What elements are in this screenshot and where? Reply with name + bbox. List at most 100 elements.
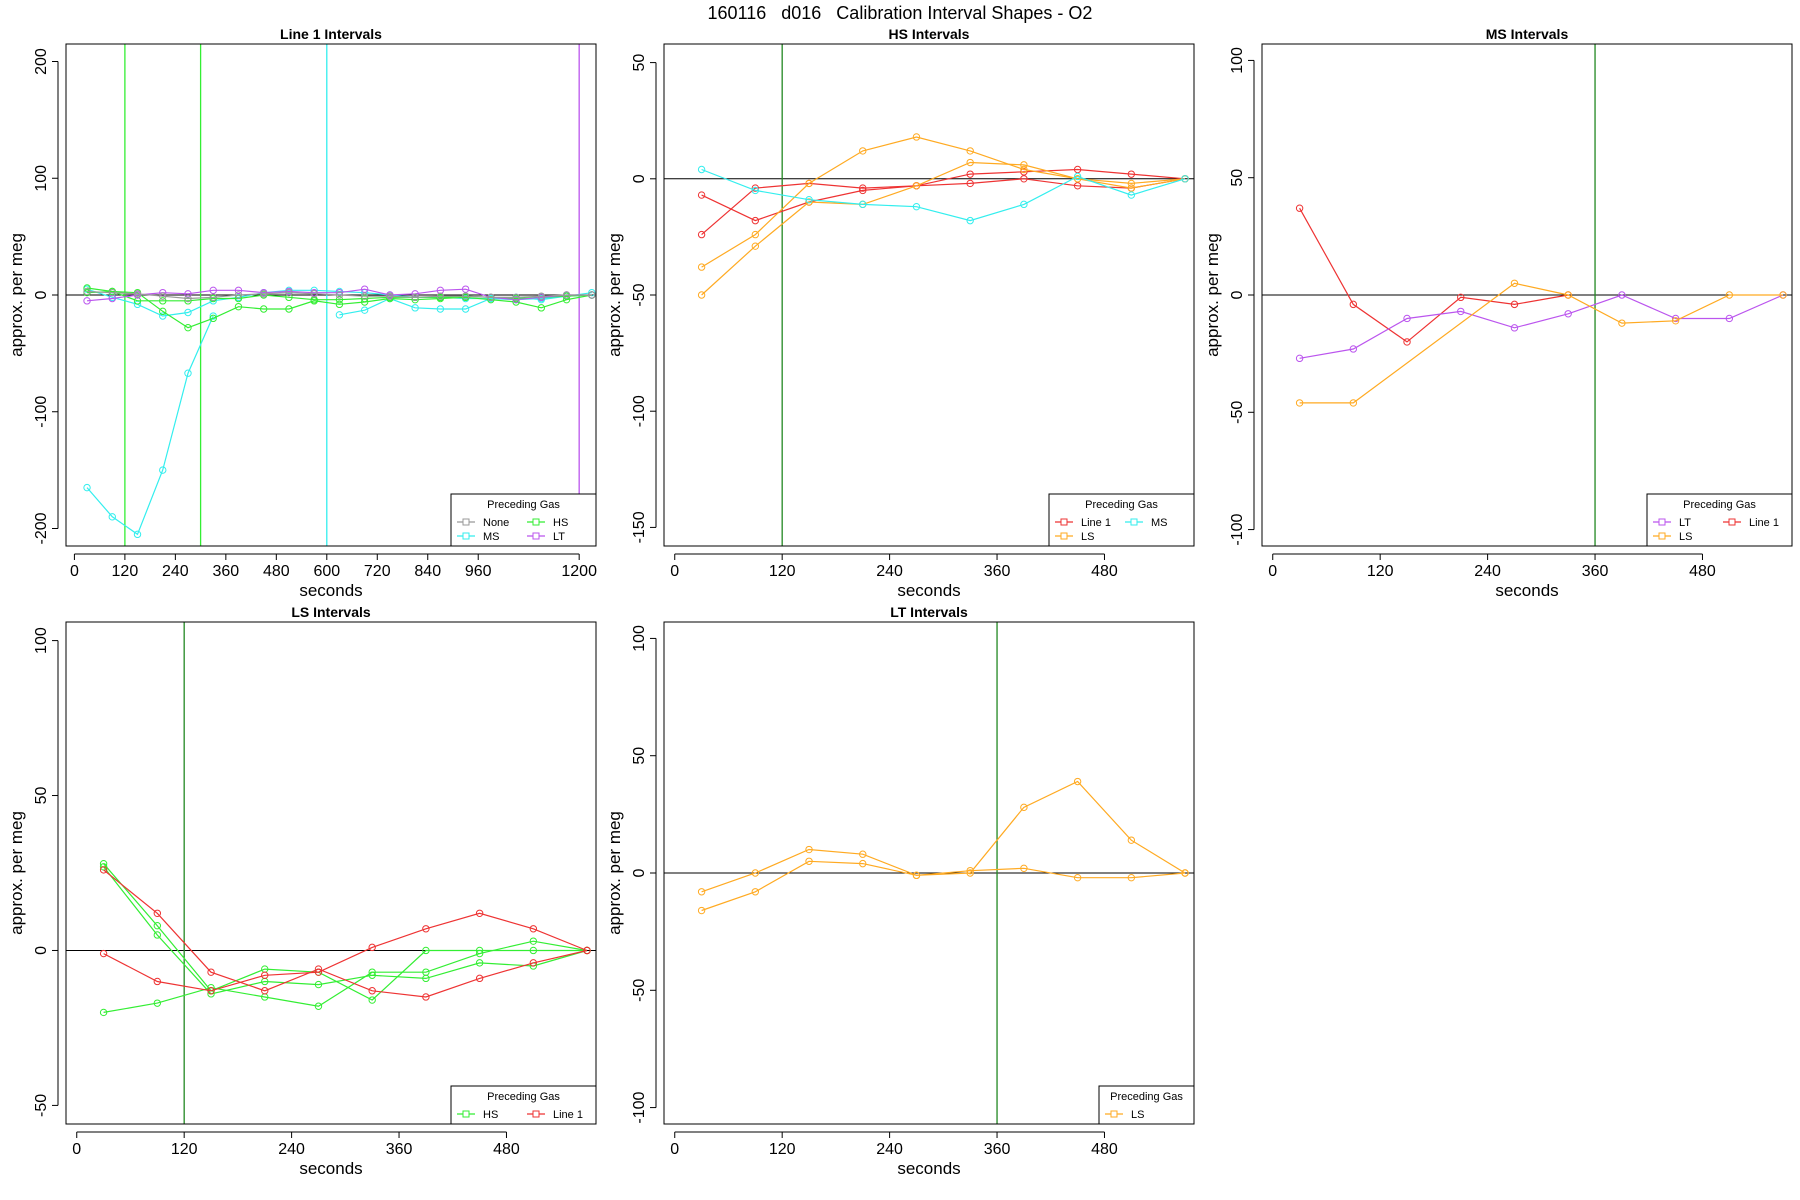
legend: Preceding Gas Line 1 MS LS	[1048, 493, 1195, 547]
y-tick-label: 0	[631, 174, 648, 183]
x-axis-label: seconds	[897, 581, 960, 600]
legend-entry-label: LT	[1679, 517, 1691, 529]
data-point	[1127, 170, 1136, 178]
data-point	[859, 184, 867, 192]
data-point	[99, 949, 108, 958]
data-point	[99, 866, 108, 874]
chart-title: LT Intervals	[890, 604, 968, 620]
x-tick-label: 0	[1268, 563, 1277, 580]
data-point	[588, 291, 596, 299]
x-tick-label: 480	[493, 1141, 520, 1158]
data-point	[912, 871, 921, 880]
data-point	[1073, 182, 1082, 190]
series-line	[701, 178, 1186, 222]
legend-swatch-marker	[532, 532, 540, 540]
plot-area	[66, 44, 596, 546]
y-tick-label: 100	[33, 627, 50, 654]
data-point	[583, 946, 591, 955]
data-point	[1457, 293, 1465, 302]
y-tick-label: 0	[631, 868, 648, 877]
legend-entry-label: HS	[483, 1109, 498, 1121]
data-point	[697, 165, 706, 174]
legend-swatch-marker	[1728, 518, 1736, 526]
x-tick-label: 240	[876, 1141, 903, 1158]
legend-entry-label: Line 1	[1081, 517, 1111, 529]
data-point	[1073, 777, 1082, 786]
data-point	[912, 182, 921, 190]
data-point	[1618, 291, 1626, 299]
y-axis-label: approx. per meg	[7, 233, 26, 357]
chart-title: LS Intervals	[291, 604, 371, 620]
data-point	[1127, 873, 1136, 882]
data-point	[697, 230, 706, 239]
y-tick-label: 100	[1229, 47, 1246, 74]
y-tick-label: 100	[631, 625, 648, 652]
data-point	[159, 466, 167, 474]
y-axis-label: approx. per meg	[1203, 233, 1222, 357]
data-point	[487, 293, 495, 302]
legend-title: Preceding Gas	[1683, 499, 1756, 511]
data-point	[133, 297, 142, 305]
data-point	[966, 869, 974, 877]
chart-panel-1: Line 1 Intervals 0 120 240 360 480 600 720 840 96…	[7, 26, 597, 600]
data-point	[1349, 399, 1358, 407]
x-tick-label: 120	[112, 563, 139, 580]
data-point	[461, 285, 470, 293]
data-point	[529, 937, 538, 945]
data-point	[335, 288, 344, 297]
data-point	[285, 293, 293, 302]
data-point	[108, 288, 116, 297]
data-point	[751, 184, 760, 192]
y-tick-label: -50	[33, 1094, 50, 1117]
data-point	[966, 147, 974, 155]
y-tick-label: -200	[33, 512, 50, 544]
data-point	[436, 292, 445, 300]
x-tick-label: 0	[72, 1141, 81, 1158]
legend: Preceding Gas LT Line 1 LS	[1646, 493, 1793, 547]
data-point	[461, 305, 470, 313]
data-point	[912, 202, 921, 211]
legend-box	[1098, 1085, 1195, 1125]
data-point	[1618, 319, 1626, 327]
data-point	[1671, 317, 1680, 325]
legend-entry-label: LS	[1131, 1109, 1144, 1121]
data-point	[1510, 300, 1519, 309]
x-tick-label: 480	[1091, 563, 1118, 580]
legend-swatch-marker	[462, 518, 470, 526]
data-point	[1020, 165, 1028, 174]
data-point	[209, 286, 217, 295]
chart-panel-2: HS Intervals 0 120 240 360 480 seconds -150 -100…	[605, 26, 1195, 600]
data-point	[335, 291, 344, 299]
legend-entry-label: Line 1	[1749, 517, 1779, 529]
chart-title: MS Intervals	[1486, 26, 1569, 42]
data-point	[360, 294, 369, 303]
x-tick-label: 600	[313, 563, 340, 580]
legend-entry-label: MS	[1151, 517, 1168, 529]
x-tick-label: 840	[414, 563, 441, 580]
legend-swatch-marker	[1658, 518, 1666, 526]
data-point	[83, 287, 91, 296]
data-point	[99, 1008, 108, 1017]
data-point	[966, 179, 974, 188]
y-tick-label: -100	[1229, 513, 1246, 545]
data-point	[751, 869, 760, 877]
data-point	[1295, 204, 1304, 212]
data-point	[184, 297, 192, 305]
data-point	[184, 369, 192, 377]
data-point	[537, 292, 546, 300]
x-tick-label: 120	[171, 1141, 198, 1158]
data-point	[184, 308, 192, 317]
x-tick-label: 720	[364, 563, 391, 580]
legend-title: Preceding Gas	[1110, 1091, 1183, 1103]
data-point	[751, 888, 760, 896]
data-point	[234, 291, 243, 299]
data-point	[335, 300, 344, 309]
data-point	[805, 198, 813, 206]
legend-entry-label: LS	[1679, 531, 1692, 543]
data-point	[1349, 300, 1358, 309]
data-point	[368, 943, 376, 952]
data-point	[1349, 345, 1358, 353]
data-point	[487, 295, 495, 304]
data-point	[697, 291, 706, 299]
data-point	[184, 294, 192, 303]
